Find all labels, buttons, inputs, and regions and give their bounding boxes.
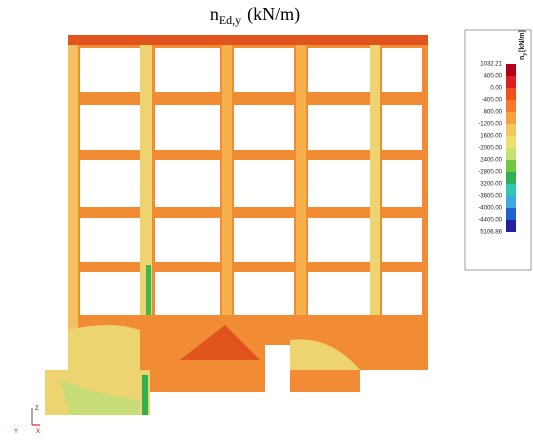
title-unit: (kN/m) [247,4,300,25]
legend-label: 2400.00 [480,158,502,164]
zone-light [68,45,78,370]
legend-label: 1600.00 [480,134,502,140]
legend-label: 3200.00 [480,182,502,188]
legend-label: 800.00 [484,110,503,116]
legend-swatch [506,208,516,220]
legend-label: -4400.00 [478,218,502,224]
opening [265,345,290,415]
legend-swatch [506,136,516,148]
opening [290,392,360,415]
contour-plot [45,35,428,415]
legend-swatch [506,148,516,160]
zone-green [142,375,148,415]
legend-swatch [506,88,516,100]
windows [80,48,422,315]
axis-indicator: Z X Y [14,406,40,435]
legend-swatch [506,172,516,184]
legend-swatch [506,100,516,112]
legend-label: -2000.00 [478,146,502,152]
legend-swatch [506,64,516,76]
legend-label: 400.00 [484,74,503,80]
axis-z: Z [35,406,39,412]
legend-swatch [506,184,516,196]
legend-label: 1032.21 [480,62,502,68]
legend-header-sub: y [522,53,528,56]
zone-light [222,45,232,315]
legend-label: -3600.00 [478,194,502,200]
legend-label: -2800.00 [478,170,502,176]
zone-green [60,380,140,415]
legend-swatch [506,124,516,136]
zone-light [296,45,306,315]
legend-label: -1200.00 [478,122,502,128]
legend-swatch [506,196,516,208]
legend-label: -400.00 [482,98,503,104]
legend-header-base: n [519,56,526,60]
title-subscript: Ed,y [219,13,241,27]
zone-yellow [290,339,360,370]
legend-swatch [506,160,516,172]
legend-header-unit: [kN/m] [519,30,526,52]
legend-label: 0.00 [490,86,502,92]
zone-red [180,325,260,360]
zone-yellow [68,325,140,370]
axis-y: Y [14,429,18,435]
title: nEd,y (kN/m) [210,4,300,27]
zone-yellow [140,45,152,315]
zone-green [146,265,151,315]
opening [150,392,265,415]
zone-yellow [370,45,380,315]
legend-swatch [506,112,516,124]
legend-header: ny[kN/m] [519,30,528,60]
legend-swatch [506,220,516,232]
legend-label: 5106.86 [480,230,502,236]
title-base: n [210,4,219,24]
zone-red [68,35,428,45]
legend: ny[kN/m] 1032.21 400.00 0.00 -400.00 800.00 -… [464,29,532,271]
axis-x: X [36,429,40,435]
legend-label: -4000.00 [478,206,502,212]
legend-swatch [506,76,516,88]
